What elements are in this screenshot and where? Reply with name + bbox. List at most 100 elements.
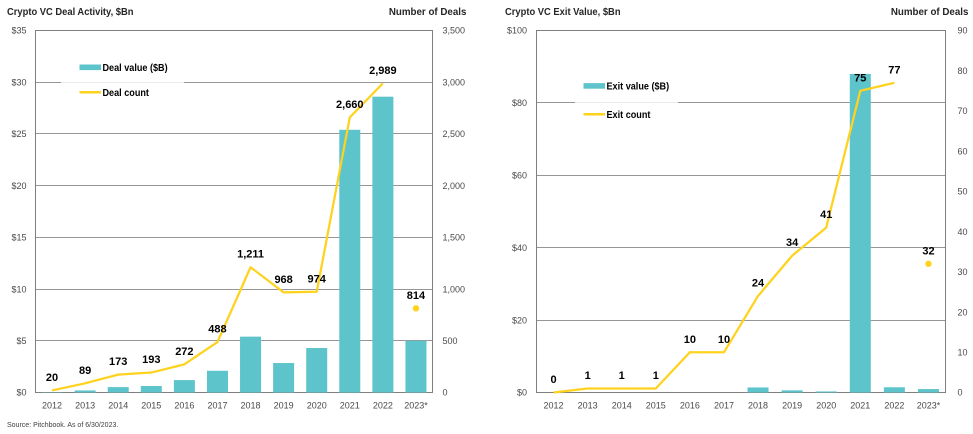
deal-bar-2013 [74, 390, 96, 393]
exit-right-axis-label: 60 [958, 146, 968, 156]
exit-right-axis-label: 80 [958, 66, 968, 76]
deal-count-line [51, 82, 384, 392]
deal-data-label: 20 [46, 372, 58, 384]
exit-right-axis-label: 20 [958, 307, 968, 317]
exit-legend-bar-swatch [583, 83, 605, 89]
exit-x-axis-label: 2017 [714, 401, 734, 411]
exit-left-axis-label: $40 [512, 243, 527, 253]
exit-plot-border [536, 30, 946, 393]
deal-x-axis-label: 2018 [241, 401, 261, 411]
exit-right-axis-label: 70 [958, 106, 968, 116]
exit-data-label: 41 [820, 209, 832, 221]
exit-data-label: 1 [653, 370, 659, 382]
exit-x-axis-label: 2013 [578, 401, 598, 411]
exit-x-axis-label: 2016 [680, 401, 700, 411]
exit-bar-2023* [917, 389, 939, 393]
exit-data-label: 1 [585, 370, 591, 382]
exit-x-axis-label: 2015 [646, 401, 666, 411]
deal-x-axis-label: 2020 [307, 401, 327, 411]
exit-data-label: 77 [888, 64, 900, 76]
exit-bar-2022 [883, 387, 905, 393]
deal-data-label: 968 [274, 274, 292, 286]
deal-left-axis-label: $10 [11, 284, 26, 294]
exit-data-label: 10 [718, 334, 730, 346]
exit-value-chart-title: Crypto VC Exit Value, $Bn [504, 6, 621, 18]
exit-x-axis-label: 2023* [917, 401, 941, 411]
deal-legend-bar-label: Deal value ($B) [103, 63, 168, 75]
deal-data-label: 89 [79, 365, 91, 377]
exit-left-axis-label: $80 [512, 98, 527, 108]
deal-left-axis-label: $30 [11, 77, 26, 87]
exit-right-axis-label: 0 [958, 388, 963, 398]
exit-count-line [553, 81, 895, 394]
exit-right-axis-label: 90 [958, 26, 968, 36]
exit-right-axis-label: 10 [958, 347, 968, 357]
exit-bar-2019 [781, 390, 803, 393]
deal-activity-right-axis-title: Number of Deals [388, 6, 466, 18]
exit-x-axis-label: 2018 [748, 401, 768, 411]
deal-left-axis-label: $5 [16, 336, 26, 346]
deal-legend-background [61, 54, 184, 104]
exit-bar-2020 [815, 391, 837, 393]
deal-x-axis-label: 2023* [404, 401, 428, 411]
deal-x-axis-label: 2021 [340, 401, 360, 411]
exit-data-label: 24 [752, 277, 765, 289]
exit-data-label: 32 [922, 245, 934, 257]
deal-bar-2015 [140, 385, 162, 393]
exit-right-axis-label: 50 [958, 187, 968, 197]
deal-data-label: 173 [109, 356, 127, 368]
deal-activity-chart-title: Crypto VC Deal Activity, $Bn [7, 6, 134, 18]
deal-right-axis-label: 1,000 [443, 284, 466, 294]
deal-right-axis-label: 500 [443, 336, 458, 346]
exit-right-axis-label: 40 [958, 227, 968, 237]
exit-x-axis-label: 2014 [612, 401, 632, 411]
deal-data-label: 272 [175, 346, 193, 358]
exit-estimate-dot [925, 260, 932, 267]
deal-data-label: 1,211 [237, 249, 264, 261]
deal-right-axis-label: 3,500 [443, 26, 466, 36]
exit-data-label: 75 [854, 72, 866, 84]
deal-bar-2017 [206, 370, 228, 393]
deal-data-label: 814 [407, 290, 426, 302]
deal-bar-2016 [173, 380, 195, 393]
deal-x-axis-label: 2012 [42, 401, 62, 411]
exit-value-right-axis-title: Number of Deals [890, 6, 969, 18]
deal-bar-2020 [306, 348, 328, 393]
deal-right-axis-label: 1,500 [443, 233, 466, 243]
deal-left-axis-label: $35 [11, 26, 26, 36]
deal-data-label: 193 [142, 354, 160, 366]
exit-left-axis-label: $0 [517, 388, 527, 398]
deal-data-label: 2,660 [336, 99, 364, 111]
exit-left-axis-label: $20 [512, 315, 527, 325]
deal-left-axis-label: $25 [11, 129, 26, 139]
deal-left-axis-label: $20 [11, 181, 26, 191]
exit-bar-2021 [849, 73, 871, 393]
exit-x-axis-label: 2019 [782, 401, 802, 411]
exit-left-axis-label: $60 [512, 171, 527, 181]
deal-bar-2023* [405, 340, 427, 393]
deal-legend-bar-swatch [79, 64, 101, 71]
deal-right-axis-label: 3,000 [443, 77, 466, 87]
deal-x-axis-label: 2019 [274, 401, 294, 411]
exit-x-axis-label: 2020 [816, 401, 836, 411]
source-note: Source: Pitchbook. As of 6/30/2023. [7, 421, 119, 429]
exit-legend-bar-label: Exit value ($B) [607, 81, 670, 93]
deal-bar-2019 [273, 363, 295, 393]
exit-data-label: 10 [684, 334, 696, 346]
deal-left-axis-label: $15 [11, 233, 26, 243]
deal-left-axis-label: $0 [16, 388, 26, 398]
exit-data-label: 34 [786, 237, 799, 249]
exit-data-label: 0 [550, 374, 556, 386]
exit-x-axis-label: 2021 [850, 401, 870, 411]
deal-bar-2022 [372, 96, 394, 393]
deal-data-label: 2,989 [369, 65, 397, 77]
deal-right-axis-label: 0 [443, 388, 448, 398]
deal-bar-2021 [339, 129, 361, 393]
deal-x-axis-label: 2015 [141, 401, 161, 411]
deal-plot-border [35, 30, 433, 393]
deal-right-axis-label: 2,000 [443, 181, 466, 191]
deal-legend-line-label: Deal count [103, 87, 150, 99]
exit-left-axis-label: $100 [507, 26, 527, 36]
